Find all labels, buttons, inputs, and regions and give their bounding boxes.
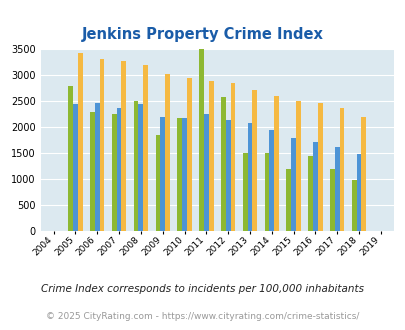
- Bar: [273, 96, 278, 231]
- Bar: [121, 61, 126, 231]
- Bar: [312, 142, 317, 231]
- Bar: [68, 86, 73, 231]
- Bar: [220, 97, 225, 231]
- Bar: [290, 138, 295, 231]
- Bar: [90, 112, 95, 231]
- Bar: [360, 117, 365, 231]
- Bar: [225, 119, 230, 231]
- Text: Jenkins Property Crime Index: Jenkins Property Crime Index: [82, 27, 323, 42]
- Bar: [112, 114, 116, 231]
- Bar: [329, 169, 334, 231]
- Bar: [264, 153, 269, 231]
- Bar: [165, 74, 169, 231]
- Bar: [155, 135, 160, 231]
- Bar: [339, 108, 343, 231]
- Bar: [286, 169, 290, 231]
- Bar: [317, 103, 322, 231]
- Bar: [116, 108, 121, 231]
- Bar: [186, 78, 191, 231]
- Text: © 2025 CityRating.com - https://www.cityrating.com/crime-statistics/: © 2025 CityRating.com - https://www.city…: [46, 313, 359, 321]
- Bar: [230, 83, 235, 231]
- Bar: [78, 53, 83, 231]
- Bar: [198, 50, 203, 231]
- Bar: [182, 118, 186, 231]
- Bar: [242, 153, 247, 231]
- Bar: [247, 123, 252, 231]
- Bar: [73, 104, 78, 231]
- Bar: [307, 156, 312, 231]
- Bar: [100, 58, 104, 231]
- Bar: [143, 65, 148, 231]
- Bar: [351, 181, 356, 231]
- Bar: [160, 117, 165, 231]
- Bar: [334, 147, 339, 231]
- Bar: [252, 90, 256, 231]
- Bar: [208, 81, 213, 231]
- Bar: [138, 104, 143, 231]
- Bar: [356, 154, 360, 231]
- Bar: [177, 118, 182, 231]
- Bar: [95, 103, 100, 231]
- Bar: [133, 101, 138, 231]
- Bar: [295, 101, 300, 231]
- Bar: [269, 130, 273, 231]
- Bar: [203, 114, 208, 231]
- Text: Crime Index corresponds to incidents per 100,000 inhabitants: Crime Index corresponds to incidents per…: [41, 284, 364, 294]
